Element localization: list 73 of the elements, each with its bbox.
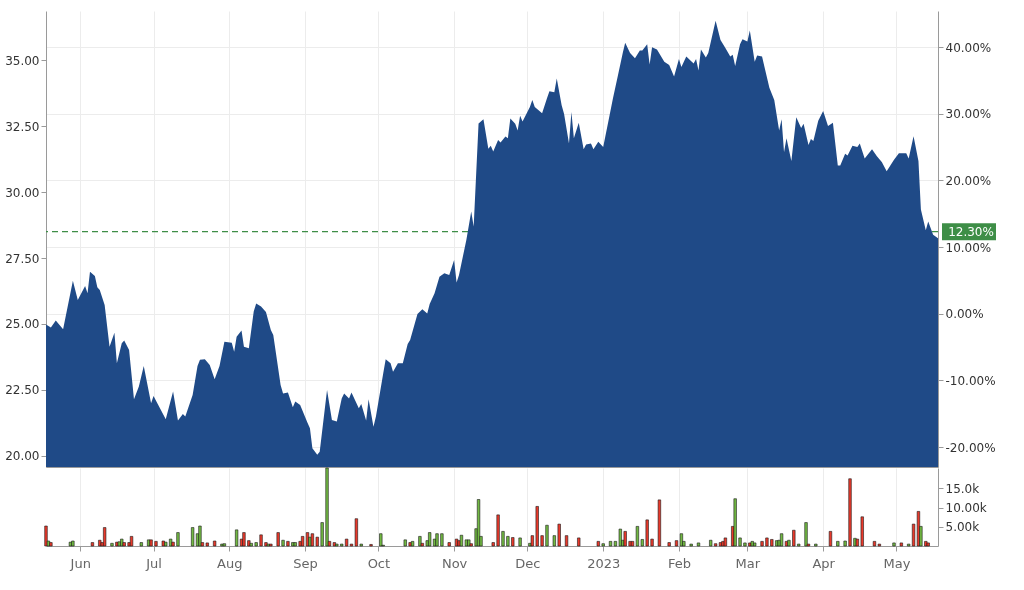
bar (836, 541, 840, 547)
y-tick-label: 5.00k (945, 520, 980, 535)
y-tick-label: 32.50 (5, 119, 40, 134)
bar (110, 543, 114, 547)
x-tick-label: 2023 (587, 555, 621, 571)
ref-line-label: 12.30% (948, 224, 994, 239)
bar (447, 542, 451, 547)
bar (828, 531, 833, 547)
y-tick-label: 27.50 (5, 251, 40, 266)
bar (608, 541, 613, 547)
y-tick-label: 20.00 (5, 449, 40, 464)
bar (679, 533, 683, 547)
bar (122, 542, 126, 547)
y2-tick-label: 10.00% (945, 240, 992, 255)
bar (428, 532, 432, 547)
y2-tick-label: 40.00% (945, 40, 992, 55)
x-tick-label: Apr (812, 555, 836, 571)
bar (564, 535, 569, 547)
y2-tick-label: 20.00% (945, 173, 992, 188)
bar (635, 526, 640, 547)
x-tick-label: May (883, 555, 911, 571)
bar (476, 499, 481, 547)
x-tick-label: Nov (441, 555, 468, 571)
y-tick-label: 22.50 (5, 383, 40, 398)
y-tick-label: 35.00 (5, 53, 40, 68)
bar (44, 525, 48, 547)
bar (467, 539, 471, 547)
y2-tick-label: 0.00% (945, 307, 984, 322)
bar (301, 536, 305, 547)
bar (577, 537, 581, 547)
bar (344, 538, 349, 547)
bar (723, 537, 727, 547)
bar (68, 541, 73, 547)
bar (916, 511, 921, 547)
bar (213, 540, 217, 547)
y-tick-label: 25.00 (5, 317, 40, 332)
y-tick-label: 30.00 (5, 185, 40, 200)
bar (191, 527, 195, 547)
bar (892, 542, 896, 547)
x-tick-label: Jun (69, 555, 91, 571)
y2-tick-label: -10.00% (945, 373, 996, 388)
y-tick-label: 15.0k (945, 481, 980, 496)
bar (235, 529, 239, 547)
y-tick-label: 10.00k (945, 501, 987, 516)
bar (804, 522, 808, 547)
bar (899, 542, 903, 547)
bar (696, 542, 701, 547)
bar (90, 542, 95, 547)
x-tick-label: Aug (217, 555, 243, 571)
bar (454, 538, 459, 547)
bar (71, 540, 75, 547)
bar (403, 539, 407, 547)
x-tick-label: Sep (293, 555, 318, 571)
y2-tick-label: -20.00% (945, 440, 996, 455)
bar (753, 542, 757, 547)
x-tick-label: Mar (735, 555, 761, 571)
bar (139, 542, 143, 547)
bar (779, 533, 784, 547)
bar (120, 538, 124, 547)
x-tick-label: Jul (145, 555, 162, 571)
y2-tick-label: 30.00% (945, 107, 992, 122)
bar (459, 534, 464, 547)
x-tick-label: Dec (515, 555, 541, 571)
bar (418, 536, 422, 547)
bar (379, 533, 383, 547)
x-tick-label: Oct (367, 555, 391, 571)
bar (518, 537, 522, 547)
bar (198, 525, 202, 547)
x-tick-label: Feb (667, 555, 691, 571)
bar (657, 499, 661, 547)
bar (667, 542, 671, 547)
bar (872, 541, 877, 547)
bar (129, 536, 134, 547)
